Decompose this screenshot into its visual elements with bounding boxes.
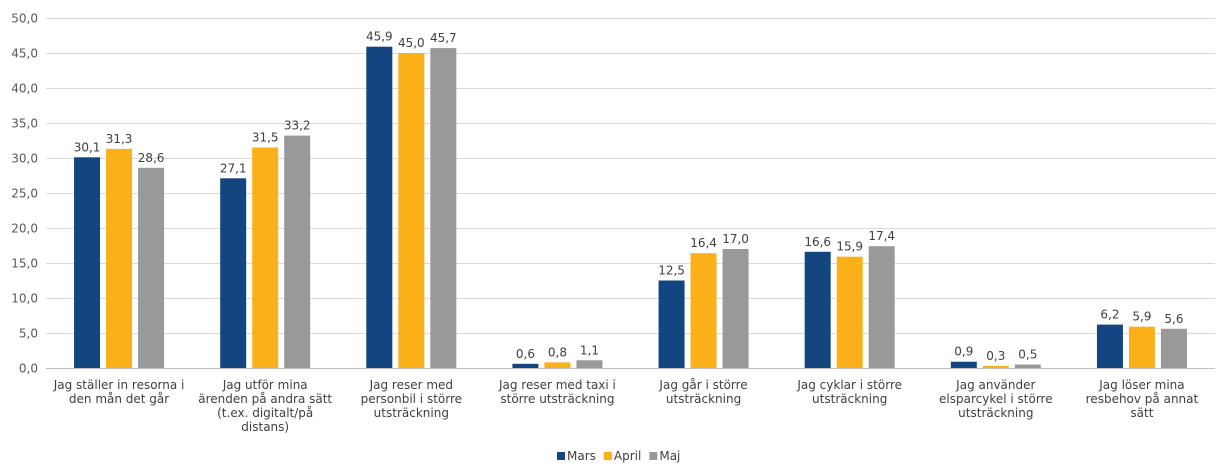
- category-label: större utsträckning: [500, 392, 614, 406]
- data-label: 31,5: [252, 131, 279, 145]
- data-label: 27,1: [220, 161, 247, 175]
- bar-april: [106, 148, 133, 368]
- bar-mars: [74, 157, 101, 368]
- category-label: (t.ex. digitalt/på: [217, 406, 313, 420]
- bar-april: [836, 256, 863, 368]
- data-label: 45,0: [398, 36, 425, 50]
- category-label: Jag använder: [955, 378, 1035, 392]
- legend-label-maj: Maj: [659, 449, 680, 463]
- y-axis-ticks: 0,0 5,0 10,0 15,0 20,0 25,0 30,0 35,0 40,0 45,0 50…: [11, 12, 38, 376]
- category-label: Jag cyklar i större: [796, 378, 902, 392]
- y-tick-label: 40,0: [11, 82, 38, 96]
- y-tick-label: 20,0: [11, 222, 38, 236]
- bar-april: [982, 365, 1009, 368]
- category-label: elsparcykel i större: [939, 392, 1053, 406]
- y-tick-label: 10,0: [11, 292, 38, 306]
- bar-mars: [220, 178, 247, 368]
- legend-swatch-april: [603, 452, 612, 460]
- y-tick-label: 50,0: [11, 12, 38, 26]
- data-label: 0,9: [954, 345, 973, 359]
- y-tick-label: 30,0: [11, 152, 38, 166]
- bar-april: [1128, 326, 1155, 368]
- bar-maj: [430, 48, 457, 368]
- legend-label-april: April: [614, 449, 641, 463]
- legend-swatch-mars: [557, 452, 565, 460]
- y-tick-label: 15,0: [11, 257, 38, 271]
- category-label: Jag reser med taxi i: [498, 378, 616, 392]
- y-tick-label: 25,0: [11, 187, 38, 201]
- data-label: 0,5: [1018, 348, 1037, 362]
- data-label: 17,4: [868, 229, 895, 243]
- data-label: 16,6: [804, 235, 831, 249]
- category-label: utsträckning: [374, 406, 449, 420]
- legend-label-mars: Mars: [567, 449, 596, 463]
- bar-april: [252, 147, 279, 368]
- data-label: 28,6: [138, 151, 165, 165]
- bar-maj: [138, 167, 165, 368]
- data-label: 1,1: [580, 343, 599, 357]
- data-label: 31,3: [106, 132, 133, 146]
- bar-mars: [950, 361, 977, 368]
- category-label: utsträckning: [666, 392, 741, 406]
- data-label: 12,5: [658, 264, 685, 278]
- bar-mars: [1096, 324, 1123, 368]
- category-label: resbehov på annat: [1086, 392, 1199, 406]
- bar-mars: [658, 280, 685, 368]
- y-tick-label: 5,0: [19, 327, 38, 341]
- bars: [74, 46, 1187, 368]
- bar-maj: [868, 246, 895, 368]
- bar-maj: [576, 360, 603, 368]
- data-label: 15,9: [836, 240, 863, 254]
- data-label: 16,4: [690, 236, 717, 250]
- bar-mars: [512, 363, 539, 368]
- bar-maj: [1014, 364, 1041, 368]
- category-label: Jag löser mina: [1098, 378, 1184, 392]
- data-label: 0,8: [548, 345, 567, 359]
- bar-mars: [804, 251, 831, 368]
- category-label: sätt: [1130, 406, 1153, 420]
- data-label: 45,9: [366, 30, 393, 44]
- data-label: 0,3: [986, 349, 1005, 363]
- category-label: personbil i större: [361, 392, 462, 406]
- bar-maj: [722, 249, 749, 368]
- data-label: 0,6: [516, 347, 535, 361]
- data-label: 5,6: [1164, 312, 1183, 326]
- category-label: Jag utför mina: [222, 378, 308, 392]
- bar-april: [398, 53, 425, 368]
- data-label: 5,9: [1132, 310, 1151, 324]
- y-tick-label: 0,0: [19, 362, 38, 376]
- category-label: distans): [241, 420, 289, 434]
- data-label: 33,2: [284, 119, 311, 133]
- y-tick-label: 45,0: [11, 47, 38, 61]
- category-label: ärenden på andra sätt: [198, 392, 332, 406]
- bar-maj: [1160, 328, 1187, 368]
- category-label: Jag går i större: [658, 378, 747, 392]
- data-label: 17,0: [722, 232, 749, 246]
- bar-maj: [284, 135, 311, 368]
- category-label: utsträckning: [812, 392, 887, 406]
- legend: Mars April Maj: [557, 449, 680, 463]
- data-label: 45,7: [430, 31, 457, 45]
- category-label: den mån det går: [69, 392, 169, 406]
- bar-april: [544, 362, 571, 368]
- legend-swatch-maj: [649, 452, 658, 460]
- bar-mars: [366, 46, 393, 368]
- category-label: Jag reser med: [369, 378, 453, 392]
- data-label: 6,2: [1100, 308, 1119, 322]
- bar-april: [690, 253, 717, 368]
- y-tick-label: 35,0: [11, 117, 38, 131]
- category-label: Jag ställer in resorna i: [53, 378, 185, 392]
- category-label: utsträckning: [958, 406, 1033, 420]
- data-label: 30,1: [74, 140, 101, 154]
- data-labels: 30,1 31,3 28,6 27,1 31,5 33,2 45,9 45,0 45,7 0,6 0…: [74, 30, 1184, 363]
